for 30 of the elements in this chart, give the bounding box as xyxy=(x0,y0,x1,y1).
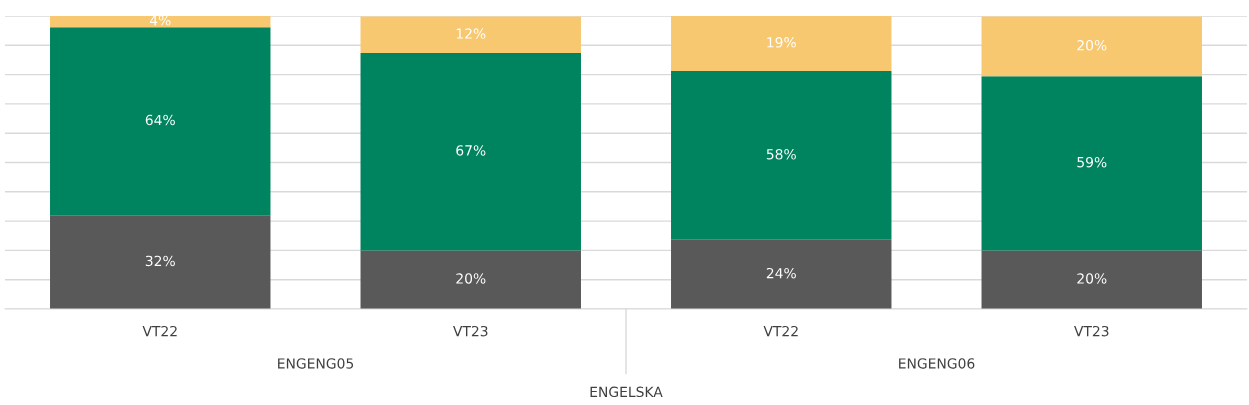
data-label: 67% xyxy=(456,145,486,156)
bar xyxy=(981,16,1202,77)
x-tick-label: VT22 xyxy=(142,325,177,337)
x-tick-label: VT23 xyxy=(453,325,488,337)
data-label: 20% xyxy=(1077,273,1107,284)
data-label: 58% xyxy=(766,148,796,160)
x-axis-title: ENGELSKA xyxy=(590,386,663,398)
bar xyxy=(50,16,271,28)
bar xyxy=(981,250,1202,309)
x-tick-label: VT23 xyxy=(1074,325,1109,337)
bar xyxy=(50,215,271,309)
bar xyxy=(671,16,892,72)
bar xyxy=(981,76,1202,251)
x-tick-label: VT22 xyxy=(763,325,798,337)
bar xyxy=(360,16,581,53)
data-label: 24% xyxy=(766,267,796,279)
bar xyxy=(360,52,581,251)
bar xyxy=(671,71,892,240)
data-label: 20% xyxy=(1077,40,1107,51)
data-label: 19% xyxy=(767,37,796,48)
data-label: 59% xyxy=(1077,156,1107,168)
data-label: 32% xyxy=(145,255,175,267)
data-label: 64% xyxy=(145,114,175,126)
text: ENGENG05 xyxy=(278,358,354,369)
bar xyxy=(671,239,892,309)
data-label: 12% xyxy=(456,28,486,39)
bar xyxy=(50,27,271,216)
data-label: 20% xyxy=(456,273,486,284)
bar xyxy=(360,250,581,309)
text: ENGENG06 xyxy=(899,358,975,369)
